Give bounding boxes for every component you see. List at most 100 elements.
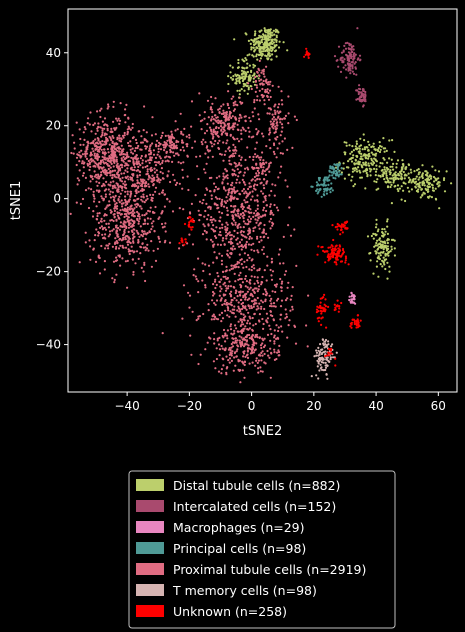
- scatter-point: [421, 172, 424, 175]
- scatter-point: [286, 185, 289, 188]
- scatter-point: [234, 73, 237, 76]
- scatter-point: [258, 336, 261, 339]
- x-tick-label: 60: [431, 399, 446, 413]
- scatter-point: [252, 66, 255, 69]
- scatter-point: [394, 174, 397, 177]
- scatter-point: [250, 269, 253, 272]
- scatter-point: [152, 153, 156, 156]
- scatter-point: [139, 157, 142, 160]
- scatter-point: [130, 151, 133, 154]
- scatter-point: [109, 161, 112, 164]
- scatter-point: [340, 301, 343, 305]
- scatter-point: [152, 184, 155, 187]
- scatter-point: [207, 116, 210, 119]
- scatter-point: [103, 268, 106, 271]
- scatter-point: [276, 147, 279, 150]
- scatter-point: [90, 160, 93, 163]
- scatter-point: [170, 133, 174, 136]
- scatter-point: [94, 145, 97, 148]
- scatter-point: [243, 293, 246, 296]
- scatter-point: [233, 229, 236, 232]
- scatter-point: [241, 189, 244, 193]
- scatter-point: [115, 273, 118, 276]
- scatter-point: [377, 174, 380, 177]
- scatter-point: [116, 138, 119, 141]
- scatter-point: [152, 220, 155, 223]
- scatter-point: [112, 136, 115, 139]
- scatter-point: [245, 265, 248, 269]
- scatter-point: [217, 206, 220, 209]
- scatter-point: [226, 303, 229, 306]
- scatter-point: [246, 66, 249, 69]
- scatter-point: [162, 146, 166, 149]
- scatter-point: [240, 138, 243, 141]
- scatter-point: [217, 187, 220, 190]
- scatter-point: [425, 180, 429, 183]
- scatter-point: [258, 30, 261, 33]
- scatter-point: [218, 252, 221, 255]
- scatter-point: [263, 170, 266, 173]
- scatter-point: [222, 159, 225, 162]
- scatter-point: [376, 230, 379, 233]
- scatter-point: [268, 138, 271, 141]
- scatter-point: [330, 345, 333, 348]
- scatter-point: [379, 254, 382, 257]
- scatter-point: [390, 183, 393, 186]
- scatter-point: [377, 187, 380, 190]
- scatter-point: [151, 225, 154, 228]
- scatter-point: [250, 337, 253, 340]
- scatter-point: [347, 166, 350, 169]
- scatter-point: [252, 158, 255, 161]
- scatter-point: [101, 131, 104, 134]
- scatter-point: [137, 213, 141, 216]
- scatter-point: [216, 204, 219, 207]
- scatter-point: [117, 117, 120, 120]
- scatter-point: [237, 215, 240, 218]
- scatter-point: [381, 168, 384, 172]
- scatter-point: [257, 67, 260, 70]
- y-tick-label: −40: [36, 338, 61, 352]
- scatter-point: [321, 338, 325, 341]
- scatter-point: [180, 237, 183, 240]
- scatter-point: [131, 122, 134, 126]
- scatter-point: [375, 223, 378, 226]
- scatter-point: [378, 150, 382, 154]
- scatter-point: [373, 153, 376, 156]
- scatter-point: [98, 189, 101, 193]
- scatter-point: [264, 35, 267, 38]
- scatter-point: [99, 162, 102, 165]
- scatter-point: [133, 183, 136, 186]
- scatter-point: [89, 165, 92, 168]
- scatter-point: [164, 230, 167, 233]
- scatter-point: [129, 195, 132, 198]
- scatter-point: [317, 377, 320, 380]
- scatter-point: [225, 355, 228, 358]
- scatter-point: [270, 123, 273, 126]
- scatter-point: [329, 356, 332, 359]
- scatter-point: [400, 178, 403, 181]
- scatter-point: [132, 158, 135, 161]
- scatter-point: [137, 257, 140, 260]
- scatter-point: [275, 337, 278, 340]
- scatter-point: [255, 155, 258, 159]
- scatter-point: [230, 222, 233, 225]
- scatter-point: [240, 116, 243, 119]
- scatter-point: [332, 176, 335, 179]
- scatter-point: [111, 185, 114, 188]
- scatter-point: [103, 148, 106, 151]
- scatter-point: [182, 208, 185, 211]
- scatter-point: [204, 141, 207, 144]
- scatter-point: [319, 363, 322, 366]
- scatter-point: [262, 327, 265, 330]
- scatter-point: [262, 292, 265, 296]
- scatter-point: [114, 205, 117, 208]
- scatter-point: [386, 239, 389, 242]
- scatter-point: [150, 177, 153, 180]
- scatter-point: [223, 334, 227, 337]
- scatter-point: [397, 189, 400, 193]
- x-tick-label: 20: [306, 399, 321, 413]
- scatter-point: [257, 371, 260, 374]
- scatter-point: [398, 187, 401, 190]
- scatter-point: [253, 282, 256, 285]
- scatter-point: [400, 198, 403, 201]
